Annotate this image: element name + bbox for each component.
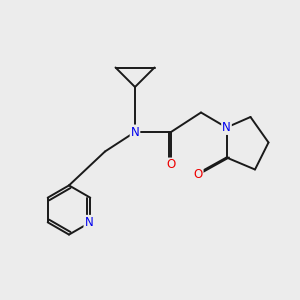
Text: N: N	[222, 121, 231, 134]
Text: O: O	[167, 158, 176, 172]
Text: N: N	[84, 216, 93, 229]
Text: N: N	[130, 125, 140, 139]
Text: O: O	[194, 167, 202, 181]
